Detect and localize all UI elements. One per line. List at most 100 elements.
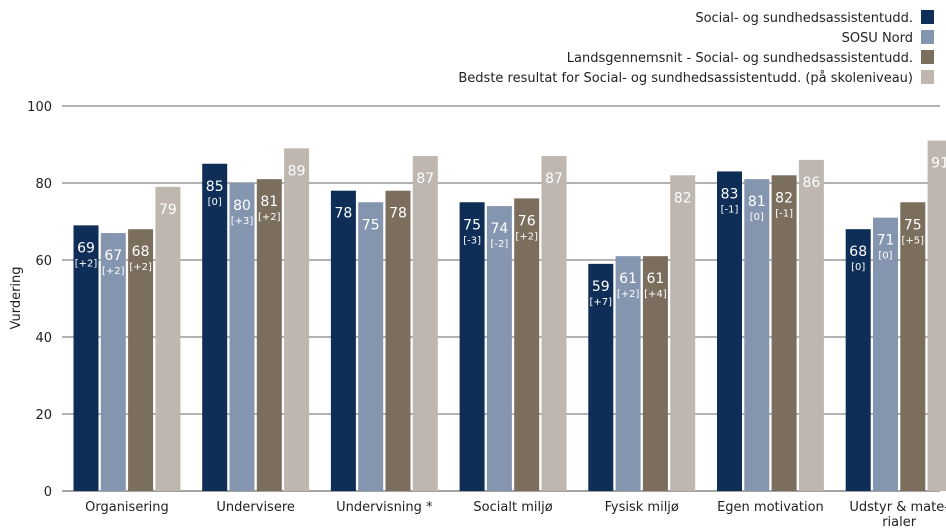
bar-value-label: 87	[545, 171, 563, 187]
bar	[927, 140, 946, 491]
bar-value-label: 83	[721, 186, 739, 202]
bar-change-label: [-1]	[775, 208, 793, 219]
bar-change-label: [+7]	[590, 297, 613, 308]
bar	[900, 202, 926, 491]
bar-value-label: 76	[518, 213, 536, 229]
x-category-label: Egen motivation	[717, 500, 824, 515]
bar-value-label: 82	[674, 190, 692, 206]
bar	[588, 263, 614, 491]
bar-change-label: [+5]	[902, 235, 925, 246]
bar-value-label: 81	[748, 194, 766, 210]
y-axis-label: Vurdering	[9, 266, 24, 329]
bar-value-label: 80	[233, 198, 251, 214]
bar-change-label: [+3]	[231, 216, 254, 227]
bar-value-label: 89	[288, 163, 306, 179]
x-axis: Organisering Undervisere Undervisning * Soc…	[85, 500, 946, 528]
bar	[330, 190, 356, 491]
bar	[73, 225, 99, 491]
bar-value-label: 86	[802, 175, 820, 191]
y-tick-label: 60	[35, 254, 52, 269]
legend-label: Social- og sundhedsassistentudd.	[695, 11, 913, 26]
bar-value-label: 91	[931, 156, 946, 172]
bar-change-label: [+2]	[129, 262, 152, 273]
bar-value-label: 75	[904, 217, 922, 233]
bar	[845, 229, 871, 491]
y-tick-label: 40	[35, 331, 52, 346]
y-tick-label: 0	[44, 485, 52, 500]
x-category-label: Undervisning *	[336, 500, 433, 515]
legend-swatch	[921, 50, 934, 64]
y-tick-label: 100	[27, 100, 52, 115]
bar-change-label: [-2]	[491, 239, 509, 250]
bar-change-label: [0]	[750, 212, 764, 223]
bar	[873, 217, 898, 491]
bar-value-label: 79	[159, 202, 177, 218]
bar	[202, 163, 228, 491]
bar-value-label: 61	[646, 271, 664, 287]
bar	[615, 256, 641, 491]
bar-change-label: [+2]	[102, 266, 125, 277]
bar-value-label: 82	[775, 190, 793, 206]
x-category-label: Fysisk miljø	[605, 500, 679, 515]
bar	[155, 186, 181, 491]
legend: Social- og sundhedsassistentudd. SOSU Nor…	[458, 10, 934, 86]
x-category-label: Socialt miljø	[473, 500, 552, 515]
bar-change-label: [+2]	[258, 212, 281, 223]
bar	[541, 156, 567, 492]
bar-change-label: [0]	[851, 262, 865, 273]
bar	[385, 190, 411, 491]
bar-value-label: 68	[849, 244, 867, 260]
bar-change-label: [0]	[208, 197, 222, 208]
y-tick-label: 20	[35, 408, 52, 423]
legend-swatch	[921, 70, 934, 84]
bar-value-label: 71	[877, 233, 895, 249]
bar-value-label: 67	[104, 248, 122, 264]
bar-change-label: [+2]	[617, 289, 640, 300]
bar	[642, 256, 668, 491]
legend-swatch	[921, 30, 934, 44]
bar	[744, 179, 770, 491]
bar-value-label: 74	[490, 221, 508, 237]
bar	[798, 159, 824, 491]
legend-label: Landsgennemsnit - Social- og sundhedsass…	[567, 51, 913, 66]
bar	[717, 171, 742, 491]
bar	[256, 179, 282, 491]
bar-value-label: 87	[416, 171, 434, 187]
bar-value-label: 75	[362, 217, 380, 233]
bar-value-label: 59	[592, 279, 610, 295]
bar	[128, 229, 154, 491]
bar	[670, 175, 696, 492]
bar-value-label: 85	[206, 179, 224, 195]
bar-change-label: [+4]	[644, 289, 667, 300]
bar-value-label: 69	[77, 240, 95, 256]
bar-value-label: 61	[619, 271, 637, 287]
legend-swatch	[921, 10, 934, 24]
bar-value-label: 75	[463, 217, 481, 233]
bar-value-label: 81	[260, 194, 278, 210]
bar	[229, 183, 255, 491]
bar	[284, 148, 310, 491]
bar-value-label: 78	[389, 206, 407, 222]
bars: 69 [+2] 85 [0] 78 75 [-3] 59 [+7] 83 [-1] 68 [0] 67 [+…	[73, 140, 946, 492]
y-tick-label: 80	[35, 177, 52, 192]
bar	[100, 233, 126, 492]
bar	[358, 202, 384, 491]
bar	[514, 198, 540, 491]
bar	[459, 202, 485, 491]
y-axis: 0 20 40 60 80 100	[27, 100, 52, 500]
bar-change-label: [-3]	[463, 235, 481, 246]
bar	[412, 156, 438, 492]
x-category-label: Undervisere	[216, 500, 294, 515]
bar-value-label: 68	[132, 244, 150, 260]
bar-change-label: [+2]	[515, 231, 538, 242]
bar	[486, 206, 512, 491]
legend-label: SOSU Nord	[842, 31, 913, 46]
legend-label: Bedste resultat for Social- og sundhedsa…	[458, 71, 913, 86]
bar-value-label: 78	[334, 206, 352, 222]
bar-change-label: [-1]	[721, 204, 739, 215]
x-category-label: rialer	[882, 515, 917, 528]
x-category-label: Organisering	[85, 500, 169, 515]
bar-change-label: [0]	[878, 251, 892, 262]
bar-change-label: [+2]	[75, 258, 98, 269]
